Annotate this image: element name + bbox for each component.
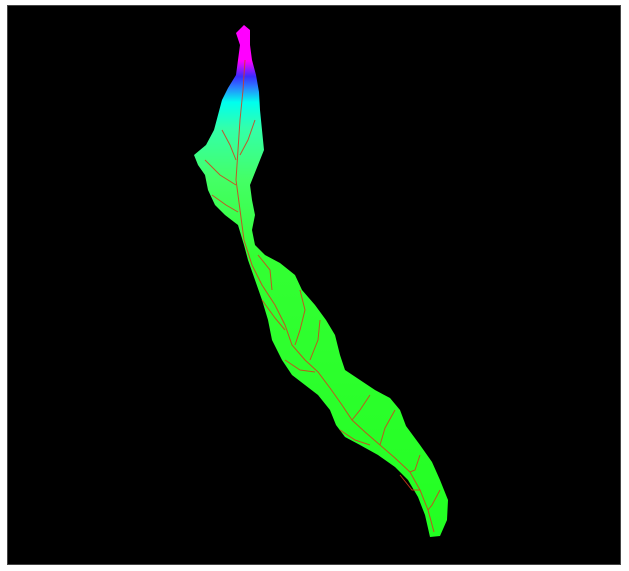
page-body xyxy=(0,0,629,571)
map-canvas xyxy=(8,6,621,565)
map-view xyxy=(0,0,629,571)
page: {} html, body { margin: 0; padding: 0; b… xyxy=(0,0,629,571)
